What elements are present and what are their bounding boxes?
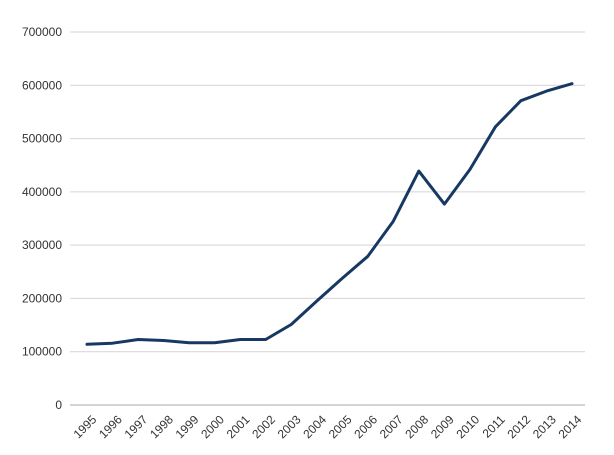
x-tick-label: 2009 (428, 412, 457, 441)
y-axis: 0 100000 200000 300000 400000 500000 600000 700… (22, 25, 62, 412)
series-layer (85, 82, 574, 346)
y-tick-label: 500000 (22, 132, 62, 146)
x-tick-label: 2006 (351, 412, 380, 441)
x-tick-label: 2008 (402, 412, 431, 441)
x-tick-label: 2013 (530, 412, 559, 441)
y-tick-label: 300000 (22, 238, 62, 252)
x-tick-label: 2005 (326, 412, 355, 441)
x-tick-label: 1998 (147, 412, 176, 441)
x-axis: 1995199619971998199920002001200220032004… (71, 412, 585, 441)
x-tick-label: 2000 (198, 412, 227, 441)
y-tick-label: 700000 (22, 25, 62, 39)
x-tick-label: 1997 (122, 412, 151, 441)
x-tick-label: 2003 (275, 412, 304, 441)
x-tick-label: 2007 (377, 412, 406, 441)
x-tick-label: 2001 (224, 412, 253, 441)
y-tick-label: 0 (55, 398, 62, 412)
x-tick-label: 2012 (505, 412, 534, 441)
x-tick-label: 2011 (480, 412, 508, 440)
x-tick-label: 2002 (249, 412, 278, 441)
y-tick-label: 100000 (22, 345, 62, 359)
series-line (85, 82, 574, 346)
y-tick-label: 600000 (22, 78, 62, 92)
x-tick-label: 1996 (96, 412, 125, 441)
x-tick-label: 1999 (173, 412, 202, 441)
x-tick-label: 1995 (71, 412, 100, 441)
x-tick-label: 2004 (300, 412, 329, 441)
x-tick-label: 2014 (556, 412, 585, 441)
gridlines (70, 31, 585, 406)
x-tick-label: 2010 (453, 412, 482, 441)
y-tick-label: 200000 (22, 291, 62, 305)
y-tick-label: 400000 (22, 185, 62, 199)
